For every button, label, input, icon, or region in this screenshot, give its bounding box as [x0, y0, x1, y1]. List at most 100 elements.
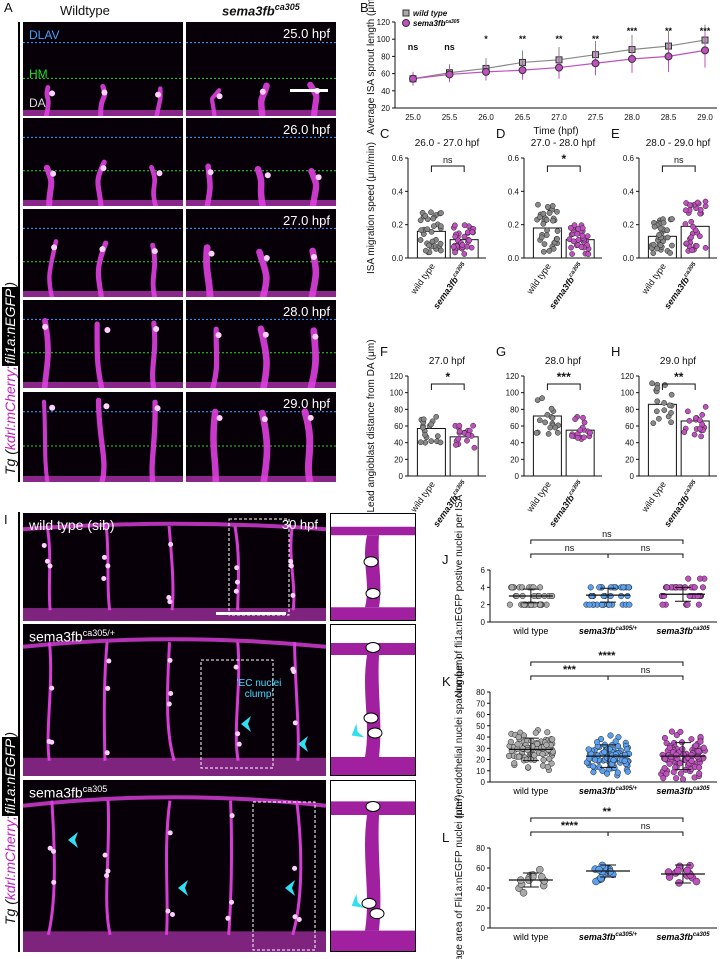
y-tick-label: 40 — [394, 439, 403, 448]
data-point — [461, 233, 468, 240]
y-tick-label: 0.2 — [392, 221, 404, 230]
data-point — [549, 415, 556, 421]
vessel-drawing — [23, 136, 183, 206]
data-point — [535, 201, 541, 208]
arrowhead-icon — [241, 716, 251, 732]
data-point — [606, 601, 613, 608]
nucleus — [229, 899, 235, 905]
vessel-drawing — [186, 227, 336, 297]
category-label: sema3fbca305 — [547, 261, 586, 311]
data-point — [683, 240, 690, 247]
data-point — [466, 237, 473, 244]
significance-label: ** — [603, 806, 612, 818]
data-point — [683, 866, 691, 875]
y-tick-label: 20 — [394, 455, 403, 464]
data-point — [549, 203, 556, 209]
inset-box — [228, 518, 290, 616]
time-label: 25.0 hpf — [283, 26, 330, 41]
nucleus — [292, 865, 298, 871]
micrograph-mut-2: 27.0 hpf — [186, 209, 336, 297]
nucleus — [42, 323, 49, 330]
data-point — [697, 233, 703, 240]
data-point — [536, 865, 544, 874]
data-point — [433, 413, 440, 420]
vessel-drawing — [186, 318, 336, 388]
significance-bracket — [607, 553, 684, 558]
data-point — [420, 416, 427, 423]
data-point — [532, 729, 539, 736]
isa — [102, 642, 109, 761]
y-tick-label: 0 — [481, 924, 486, 933]
nucleus — [50, 170, 57, 177]
y-tick-label: 80 — [381, 52, 390, 61]
y-tick-label: 40 — [625, 439, 634, 448]
data-point — [625, 584, 632, 591]
nucleus — [168, 690, 174, 696]
data-point — [666, 402, 673, 409]
legend-label: sema3fbca305 — [413, 19, 460, 28]
significance-label: ** — [519, 34, 527, 44]
y-tick-label: 70 — [476, 699, 485, 708]
nucleus — [263, 254, 270, 261]
time-label: 28.0 hpf — [283, 304, 330, 319]
y-tick-label: 120 — [621, 372, 635, 381]
data-point — [694, 753, 701, 761]
y-tick-label: 0.2 — [508, 221, 520, 230]
significance-label: *** — [557, 370, 571, 384]
nucleus — [261, 416, 268, 423]
data-point — [598, 601, 605, 608]
mutant-name: sema3fb — [222, 3, 275, 19]
data-point — [649, 380, 655, 387]
nucleus — [165, 908, 171, 914]
y-tick-label: 0.4 — [392, 187, 404, 196]
nucleus — [233, 664, 239, 670]
x-tick-label: 25.5 — [442, 113, 458, 122]
micrograph-wt-4 — [23, 392, 183, 482]
nucleus — [168, 541, 174, 547]
data-point — [437, 247, 444, 254]
y-tick-label: 20 — [476, 756, 485, 765]
schematic-nucleus — [363, 712, 379, 724]
nucleus — [288, 563, 294, 569]
data-point — [610, 756, 617, 764]
data-point — [554, 429, 561, 436]
vessel-drawing — [23, 318, 183, 388]
vessel-drawing — [23, 795, 326, 952]
data-point — [697, 206, 704, 213]
significance-bracket — [530, 831, 609, 836]
y-tick-label: 60 — [625, 422, 634, 431]
vessel-drawing — [23, 42, 183, 116]
nucleus — [235, 731, 241, 737]
data-point — [696, 764, 703, 771]
isa — [46, 800, 56, 936]
nucleus — [155, 91, 162, 98]
nucleus — [216, 415, 223, 422]
data-point — [544, 763, 551, 771]
y-tick-label: 0 — [481, 618, 486, 627]
category-label: wild type — [512, 786, 548, 796]
chart-title: 28.0 - 29.0 hpf — [646, 138, 711, 149]
time-label: 27.0 hpf — [283, 213, 330, 228]
schematic-nucleus — [369, 908, 385, 920]
nucleus — [153, 326, 160, 333]
vessel-drawing — [23, 397, 183, 482]
y-tick-label: 80 — [510, 405, 519, 414]
category-label: wild type — [524, 479, 553, 514]
significance-label: ns — [408, 42, 419, 52]
nucleus — [49, 404, 56, 411]
data-point — [554, 236, 560, 242]
data-point — [505, 752, 513, 760]
data-point — [688, 736, 695, 743]
nucleus — [215, 332, 222, 339]
data-point — [684, 601, 691, 608]
category-label: wild type — [512, 932, 548, 942]
time-label: 30 hpf — [281, 517, 318, 532]
significance-bracket — [530, 817, 684, 822]
data-point — [621, 751, 629, 758]
data-point — [461, 251, 468, 257]
data-point — [581, 434, 587, 441]
data-point — [585, 251, 592, 257]
y-tick-label: 40 — [510, 439, 519, 448]
data-point — [600, 592, 607, 600]
vessel-drawing — [186, 408, 336, 482]
